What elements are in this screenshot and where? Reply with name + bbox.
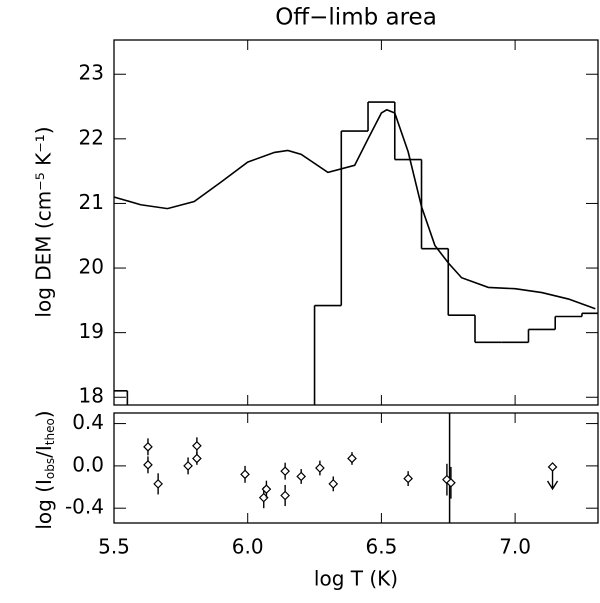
data-point [547, 462, 558, 472]
data-point [143, 441, 153, 452]
x-tick-label: 7.0 [499, 535, 531, 559]
y-tick-label: 0.4 [72, 410, 104, 434]
y-axis-label: log (Iobs/Itheo) [32, 410, 57, 529]
plot-area [143, 413, 559, 523]
data-point [347, 453, 357, 464]
x-tick-label: 6.0 [232, 535, 264, 559]
chart-title: Off−limb area [275, 5, 437, 31]
data-point [280, 490, 290, 501]
y-tick-label: 21 [79, 190, 104, 214]
bottom-frame [113, 412, 599, 524]
y-tick-label: 22 [79, 125, 104, 149]
dem-curve [114, 108, 596, 310]
data-point [280, 466, 290, 477]
data-point [328, 479, 339, 489]
y-tick-label: 23 [79, 61, 104, 85]
data-point [403, 473, 413, 484]
data-point [192, 453, 202, 464]
data-point [446, 477, 456, 488]
y-axis-label-part: ) [32, 410, 56, 418]
y-tick-label: 20 [79, 255, 104, 279]
data-point [153, 479, 163, 489]
data-point [315, 463, 325, 473]
plot-area [114, 101, 598, 405]
data-point [143, 459, 153, 470]
x-tick-label: 5.5 [98, 535, 130, 559]
data-point [183, 461, 193, 471]
data-point [261, 484, 272, 495]
y-tick-label: 0.0 [72, 452, 104, 476]
x-tick-label: 6.5 [365, 535, 397, 559]
top-frame [113, 39, 599, 406]
y-axis-label: log DEM (cm⁻⁵ K⁻¹) [32, 126, 56, 317]
data-point [192, 440, 202, 451]
data-point [296, 471, 307, 482]
y-tick-label: 19 [79, 319, 104, 343]
y-axis-label-part: log (I [32, 479, 56, 530]
x-axis-label: log T (K) [314, 567, 398, 591]
y-axis-label-part: /I [32, 445, 56, 458]
y-axis-label-part: obs [43, 458, 57, 479]
y-axis-label-part: theo [43, 418, 57, 445]
y-tick-label: -0.4 [65, 495, 104, 519]
data-point [240, 469, 250, 480]
y-tick-label: 18 [79, 384, 104, 408]
